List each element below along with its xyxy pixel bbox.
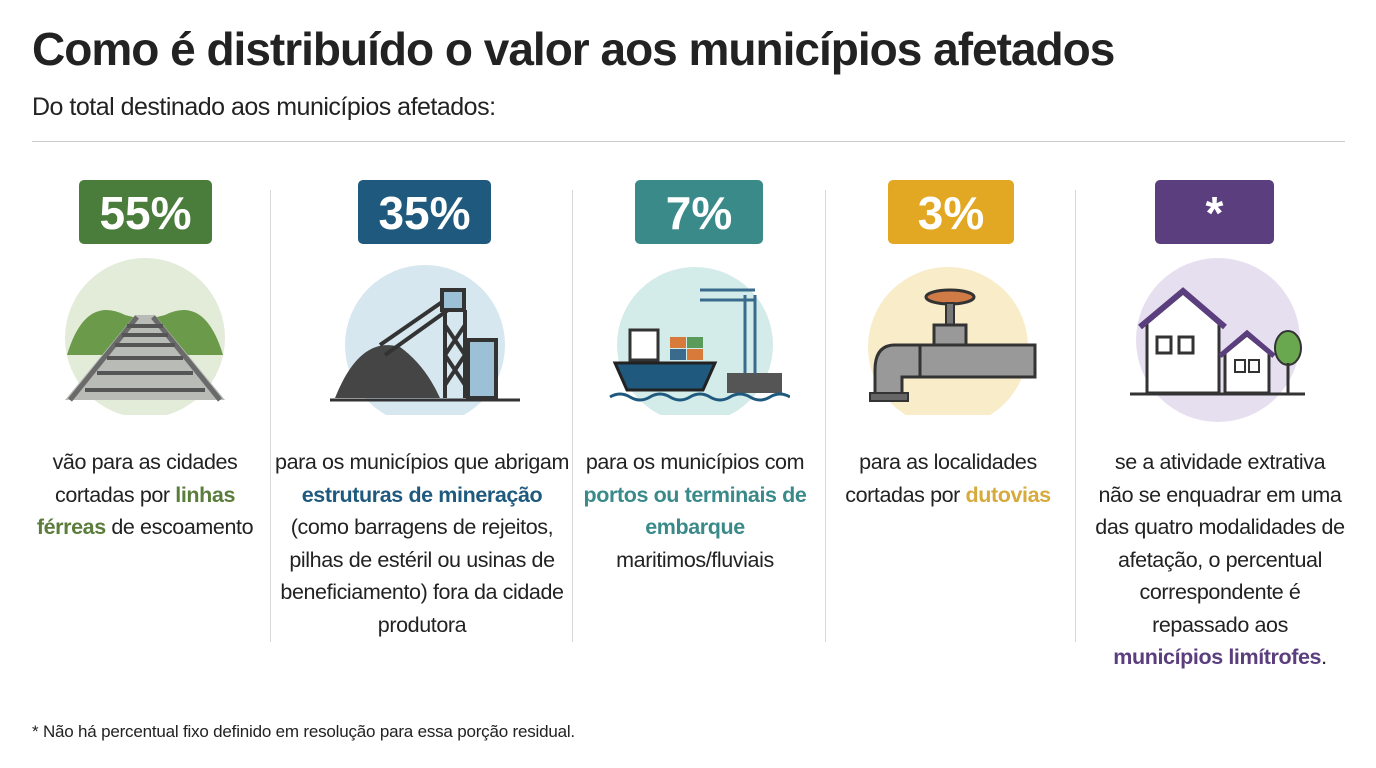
- highlight: municípios limítrofes: [1113, 645, 1322, 669]
- text: para os municípios que abrigam: [275, 450, 569, 474]
- text: para os municípios com: [585, 450, 805, 474]
- description: vão para as cidades cortadas por linhas …: [35, 446, 255, 544]
- highlight: portos ou terminais de embarque: [583, 482, 807, 540]
- badge: *: [1155, 180, 1274, 244]
- text: de escoamento: [111, 515, 254, 539]
- badge: 35%: [358, 180, 491, 244]
- footnote: * Não há percentual fixo definido em res…: [32, 722, 575, 741]
- badge: 7%: [635, 180, 763, 244]
- column-separator: [572, 190, 573, 642]
- description: para os municípios que abrigam estrutura…: [272, 446, 572, 641]
- mining-icon: [330, 265, 520, 415]
- column-separator: [1075, 190, 1076, 642]
- highlight: estruturas de mineração: [301, 482, 543, 507]
- column-separator: [825, 190, 826, 642]
- houses-icon: [1130, 258, 1305, 422]
- column-separator: [270, 190, 271, 642]
- text: .: [1321, 645, 1327, 669]
- text: (como barragens de rejeitos, pilhas de e…: [280, 515, 564, 637]
- text: vão para as cidades cortadas por: [52, 450, 238, 507]
- subtitle: Do total destinado aos municípios afetad…: [32, 93, 496, 121]
- divider: [32, 141, 1345, 142]
- badge: 3%: [888, 180, 1014, 244]
- text: maritimos/fluviais: [616, 547, 774, 572]
- description: se a atividade extrativa não se enquadra…: [1095, 446, 1345, 674]
- title: Como é distribuído o valor aos município…: [32, 23, 1115, 75]
- description: para as localidades cortadas por dutovia…: [838, 446, 1058, 511]
- description: para os municípios com portos ou termina…: [575, 446, 815, 576]
- port-icon: [609, 267, 790, 415]
- highlight: dutovias: [965, 482, 1052, 507]
- badge: 55%: [79, 180, 212, 244]
- pipe-icon: [868, 267, 1037, 415]
- highlight: linhas férreas: [36, 482, 236, 540]
- text: para as localidades cortadas por: [845, 450, 1037, 507]
- text: se a atividade extrativa não se enquadra…: [1095, 450, 1345, 637]
- railway-icon: [65, 258, 225, 415]
